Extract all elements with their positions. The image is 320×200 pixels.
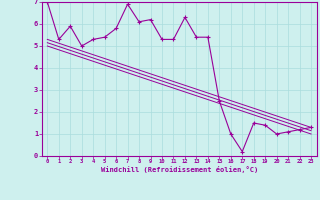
X-axis label: Windchill (Refroidissement éolien,°C): Windchill (Refroidissement éolien,°C) [100, 166, 258, 173]
